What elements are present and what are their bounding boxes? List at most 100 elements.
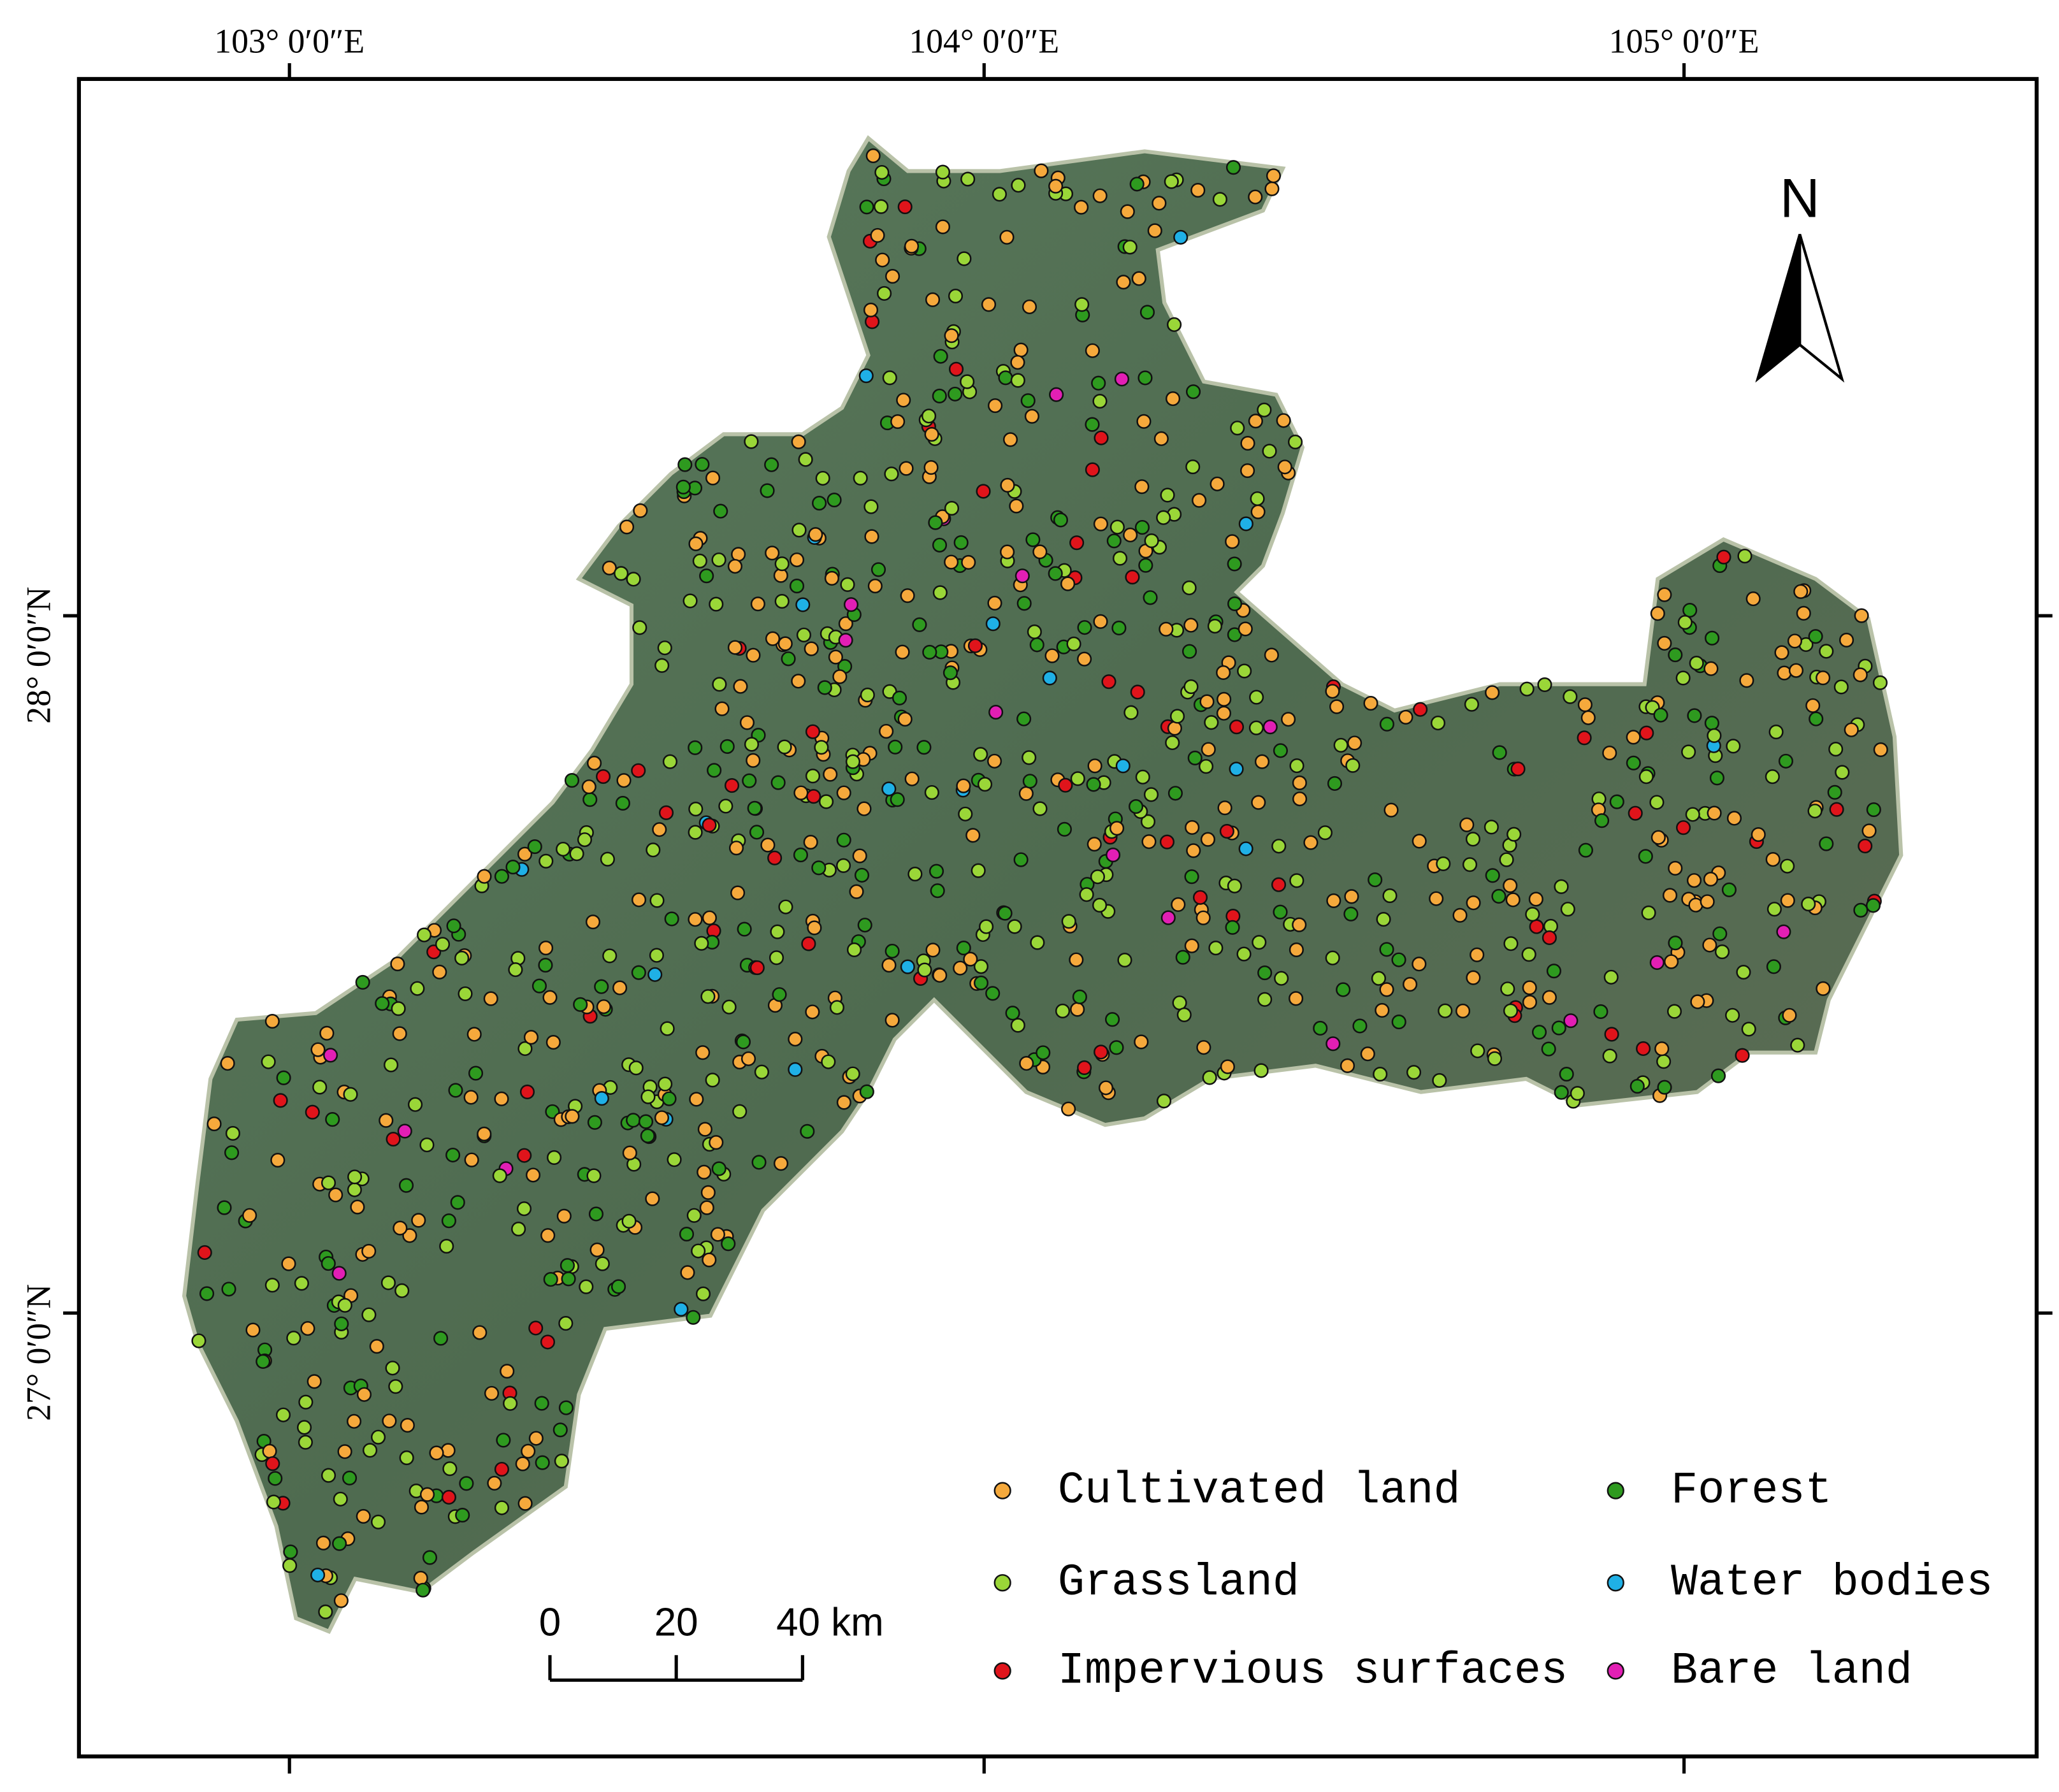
sample-point	[699, 1200, 714, 1215]
sample-point	[596, 769, 611, 784]
sample-point	[1020, 393, 1036, 408]
sample-point	[1138, 558, 1153, 573]
sample-point	[1199, 694, 1215, 709]
sample-point	[1271, 839, 1287, 854]
sample-point	[1003, 432, 1018, 447]
sample-point	[924, 426, 939, 442]
sample-point	[1109, 519, 1125, 535]
sample-point	[220, 1056, 235, 1071]
sample-point	[419, 1138, 435, 1153]
study-area	[182, 135, 1904, 1635]
sample-point	[1173, 229, 1188, 245]
sample-point	[774, 593, 790, 609]
sample-point	[1788, 663, 1804, 678]
sample-point	[1184, 869, 1199, 885]
sample-point	[379, 1113, 394, 1128]
sample-point	[840, 577, 855, 592]
sample-point	[730, 885, 746, 900]
sample-point	[1273, 904, 1288, 920]
sample-point	[472, 1325, 488, 1340]
sample-point	[838, 633, 853, 648]
sample-point	[933, 349, 948, 364]
sample-point	[1352, 1018, 1368, 1034]
sample-point	[647, 967, 663, 982]
sample-point	[1484, 820, 1499, 835]
sample-point	[1143, 590, 1158, 605]
sample-point	[788, 1032, 803, 1047]
sample-point	[692, 553, 707, 568]
sample-point	[1844, 722, 1859, 737]
sample-point	[402, 1228, 417, 1243]
sample-point	[1765, 769, 1780, 784]
sample-point	[1714, 944, 1730, 960]
sample-point	[697, 1122, 712, 1137]
sample-point	[1465, 832, 1481, 847]
sample-point	[640, 1128, 655, 1143]
sample-point	[1317, 825, 1333, 841]
sample-point	[1136, 414, 1152, 429]
sample-point	[661, 1091, 677, 1106]
sample-point	[1289, 758, 1304, 774]
sample-point	[626, 1113, 641, 1128]
sample-point	[1403, 976, 1418, 992]
sample-point	[1147, 223, 1162, 238]
sample-point	[534, 1396, 549, 1411]
sample-point	[1227, 878, 1242, 893]
sample-point	[1010, 355, 1025, 370]
sample-point	[1181, 644, 1197, 659]
sample-point	[849, 884, 864, 899]
sample-point	[356, 1508, 371, 1524]
sample-point	[1032, 801, 1048, 816]
sample-point	[1629, 1078, 1645, 1094]
sample-point	[494, 1500, 509, 1515]
sample-point	[517, 1496, 533, 1511]
sample-point	[515, 1456, 530, 1471]
sample-point	[1766, 959, 1781, 974]
sample-point	[760, 837, 776, 853]
sample-point	[1240, 463, 1255, 479]
sample-point	[1216, 665, 1231, 681]
sample-point	[1109, 1040, 1124, 1055]
sample-point	[806, 789, 821, 804]
sample-point	[442, 1461, 458, 1477]
sample-point	[1560, 902, 1575, 917]
sample-point	[1726, 811, 1742, 826]
sample-point	[1009, 498, 1024, 514]
sample-point	[711, 1161, 726, 1176]
sample-point	[1139, 305, 1155, 320]
sample-point	[553, 1422, 568, 1438]
sample-point	[350, 1199, 365, 1215]
sample-point	[667, 1152, 682, 1167]
sample-point	[961, 554, 976, 570]
sample-point	[1522, 995, 1537, 1010]
sample-point	[890, 414, 906, 430]
sample-point	[958, 806, 973, 821]
sample-point	[1032, 544, 1048, 560]
sample-point	[1069, 952, 1084, 967]
sample-point	[1739, 673, 1754, 688]
sample-point	[981, 297, 997, 312]
sample-point	[953, 960, 968, 976]
sample-point	[702, 1252, 717, 1268]
sample-point	[333, 1593, 349, 1608]
sample-point	[770, 775, 786, 790]
sample-point	[561, 1271, 576, 1287]
sample-point	[1551, 1020, 1566, 1036]
sample-point	[525, 1167, 541, 1183]
sample-point	[1721, 882, 1737, 897]
sample-point	[1058, 777, 1073, 793]
sample-point	[463, 1090, 479, 1105]
sample-point	[538, 958, 553, 973]
sample-point	[1626, 730, 1641, 745]
sample-point	[1022, 299, 1037, 315]
sample-point	[547, 1150, 562, 1165]
sample-point	[770, 924, 785, 939]
sample-point	[1736, 964, 1751, 980]
sample-point	[1726, 739, 1741, 754]
sample-point	[1217, 800, 1232, 816]
sample-point	[774, 556, 790, 572]
sample-point	[600, 851, 615, 867]
sample-point	[1128, 799, 1144, 814]
sample-point	[1225, 920, 1240, 935]
sample-point	[1156, 510, 1171, 525]
